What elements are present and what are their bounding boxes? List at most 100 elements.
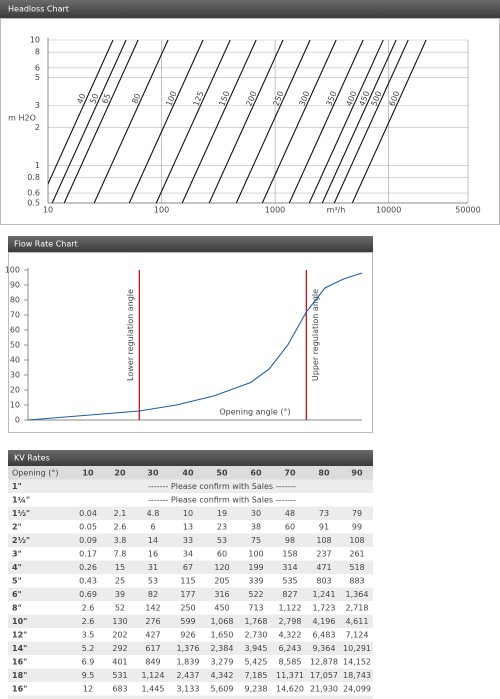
table-cell: 9,364 bbox=[313, 644, 336, 653]
column-header: 70 bbox=[284, 468, 296, 477]
table-cell: 450 bbox=[214, 603, 229, 612]
x-axis-label: m³/h bbox=[327, 206, 346, 215]
reference-label: Upper regulation angle bbox=[311, 289, 320, 381]
table-cell: 1,445 bbox=[142, 684, 165, 693]
row-header: 18" bbox=[12, 671, 27, 680]
table-cell: 7,185 bbox=[245, 671, 268, 680]
table-cell: 22,587 bbox=[276, 698, 304, 699]
table-cell: 52 bbox=[115, 603, 125, 612]
table-row bbox=[8, 479, 373, 493]
table-row bbox=[8, 628, 373, 642]
table-cell: 2,234 bbox=[142, 698, 165, 699]
x-tick-label: 50000 bbox=[455, 206, 480, 215]
table-cell: 2,384 bbox=[211, 644, 234, 653]
table-cell: 33,882 bbox=[310, 698, 338, 699]
panel-header bbox=[8, 450, 373, 466]
table-cell: 276 bbox=[145, 617, 160, 626]
table-cell: 518 bbox=[349, 563, 364, 572]
table-cell: 12,878 bbox=[310, 657, 338, 666]
row-header: 1½" bbox=[12, 508, 30, 518]
table-cell: 53 bbox=[217, 536, 227, 545]
table-cell: 8,626 bbox=[211, 698, 234, 699]
table-cell: 158 bbox=[282, 549, 297, 558]
table-row bbox=[8, 601, 373, 615]
table-cell: 60 bbox=[217, 549, 227, 558]
table-cell: 67 bbox=[183, 563, 193, 572]
table-cell: 14,620 bbox=[276, 684, 304, 693]
column-header: 60 bbox=[250, 468, 262, 477]
y-tick-label: 0.5 bbox=[27, 199, 40, 208]
table-cell: 683 bbox=[112, 684, 127, 693]
data-line bbox=[308, 40, 384, 203]
row-header: 10" bbox=[12, 617, 27, 626]
table-cell: 5,609 bbox=[211, 684, 234, 693]
row-header: 6" bbox=[12, 590, 22, 599]
panel-header bbox=[8, 236, 373, 252]
table-cell: 471 bbox=[316, 563, 331, 572]
line-label: 65 bbox=[100, 92, 112, 105]
table-cell: 33 bbox=[183, 536, 193, 545]
table-row bbox=[8, 533, 373, 547]
table-cell: 10 bbox=[183, 509, 193, 518]
table-cell: 15 bbox=[115, 563, 125, 572]
y-tick-label: 0.6 bbox=[27, 189, 40, 198]
panel-title: KV Rates bbox=[14, 454, 50, 463]
data-line bbox=[48, 40, 114, 186]
row-header: 5" bbox=[12, 576, 22, 585]
table-cell: 98 bbox=[285, 536, 295, 545]
row-header: 18" bbox=[12, 698, 27, 699]
table-cell: 75 bbox=[251, 536, 261, 545]
table-cell: 803 bbox=[316, 576, 331, 585]
row-header: 1¼" bbox=[12, 494, 30, 504]
table-cell: 14,272 bbox=[242, 698, 270, 699]
table-header-row bbox=[8, 466, 373, 480]
table-cell: 24,099 bbox=[343, 684, 371, 693]
table-cell: 5,425 bbox=[245, 657, 268, 666]
y-tick-label: 0 bbox=[15, 416, 20, 425]
panel bbox=[0, 18, 500, 225]
table-row bbox=[8, 520, 373, 534]
row-header: 12" bbox=[12, 630, 27, 639]
column-header: 20 bbox=[114, 468, 126, 477]
panel bbox=[8, 252, 373, 433]
table-cell: 1,241 bbox=[313, 590, 336, 599]
table-cell: 10,291 bbox=[343, 644, 371, 653]
table-cell: 73 bbox=[319, 509, 329, 518]
table-cell: 3.8 bbox=[114, 536, 127, 545]
table-cell: 130 bbox=[112, 617, 127, 626]
table-cell: 202 bbox=[112, 630, 127, 639]
table-cell: 3,133 bbox=[177, 684, 200, 693]
table-cell: 0.04 bbox=[79, 509, 97, 518]
table-cell: 6,483 bbox=[313, 630, 336, 639]
table-cell: 31 bbox=[148, 563, 158, 572]
table-row bbox=[8, 668, 373, 682]
table-cell: 14 bbox=[148, 536, 158, 545]
table-cell: 2.6 bbox=[82, 617, 95, 626]
y-tick-label: 1 bbox=[35, 161, 40, 170]
table-cell: 926 bbox=[180, 630, 195, 639]
column-header: 30 bbox=[147, 468, 159, 477]
y-tick-label: 8 bbox=[35, 48, 40, 57]
panel-header bbox=[0, 0, 500, 18]
table-cell: 1,839 bbox=[177, 657, 200, 666]
table-cell: 1,723 bbox=[313, 603, 336, 612]
table-cell: 120 bbox=[214, 563, 229, 572]
table-cell: 2.6 bbox=[82, 603, 95, 612]
table-cell: 599 bbox=[180, 617, 195, 626]
table-cell: 25 bbox=[115, 576, 125, 585]
table-cell: 4.8 bbox=[147, 509, 160, 518]
table-row bbox=[8, 574, 373, 588]
data-line bbox=[155, 40, 231, 203]
data-line bbox=[333, 40, 409, 203]
data-line bbox=[93, 40, 169, 203]
data-line bbox=[51, 40, 127, 203]
reference-label: Lower regulation angle bbox=[126, 289, 135, 381]
table-cell: 108 bbox=[316, 536, 331, 545]
data-line bbox=[128, 40, 204, 203]
table-cell: 2.6 bbox=[114, 522, 127, 531]
table-cell: 82 bbox=[148, 590, 158, 599]
table-cell: 205 bbox=[214, 576, 229, 585]
table-cell: 38 bbox=[251, 522, 261, 531]
row-header: 2½" bbox=[12, 535, 30, 545]
